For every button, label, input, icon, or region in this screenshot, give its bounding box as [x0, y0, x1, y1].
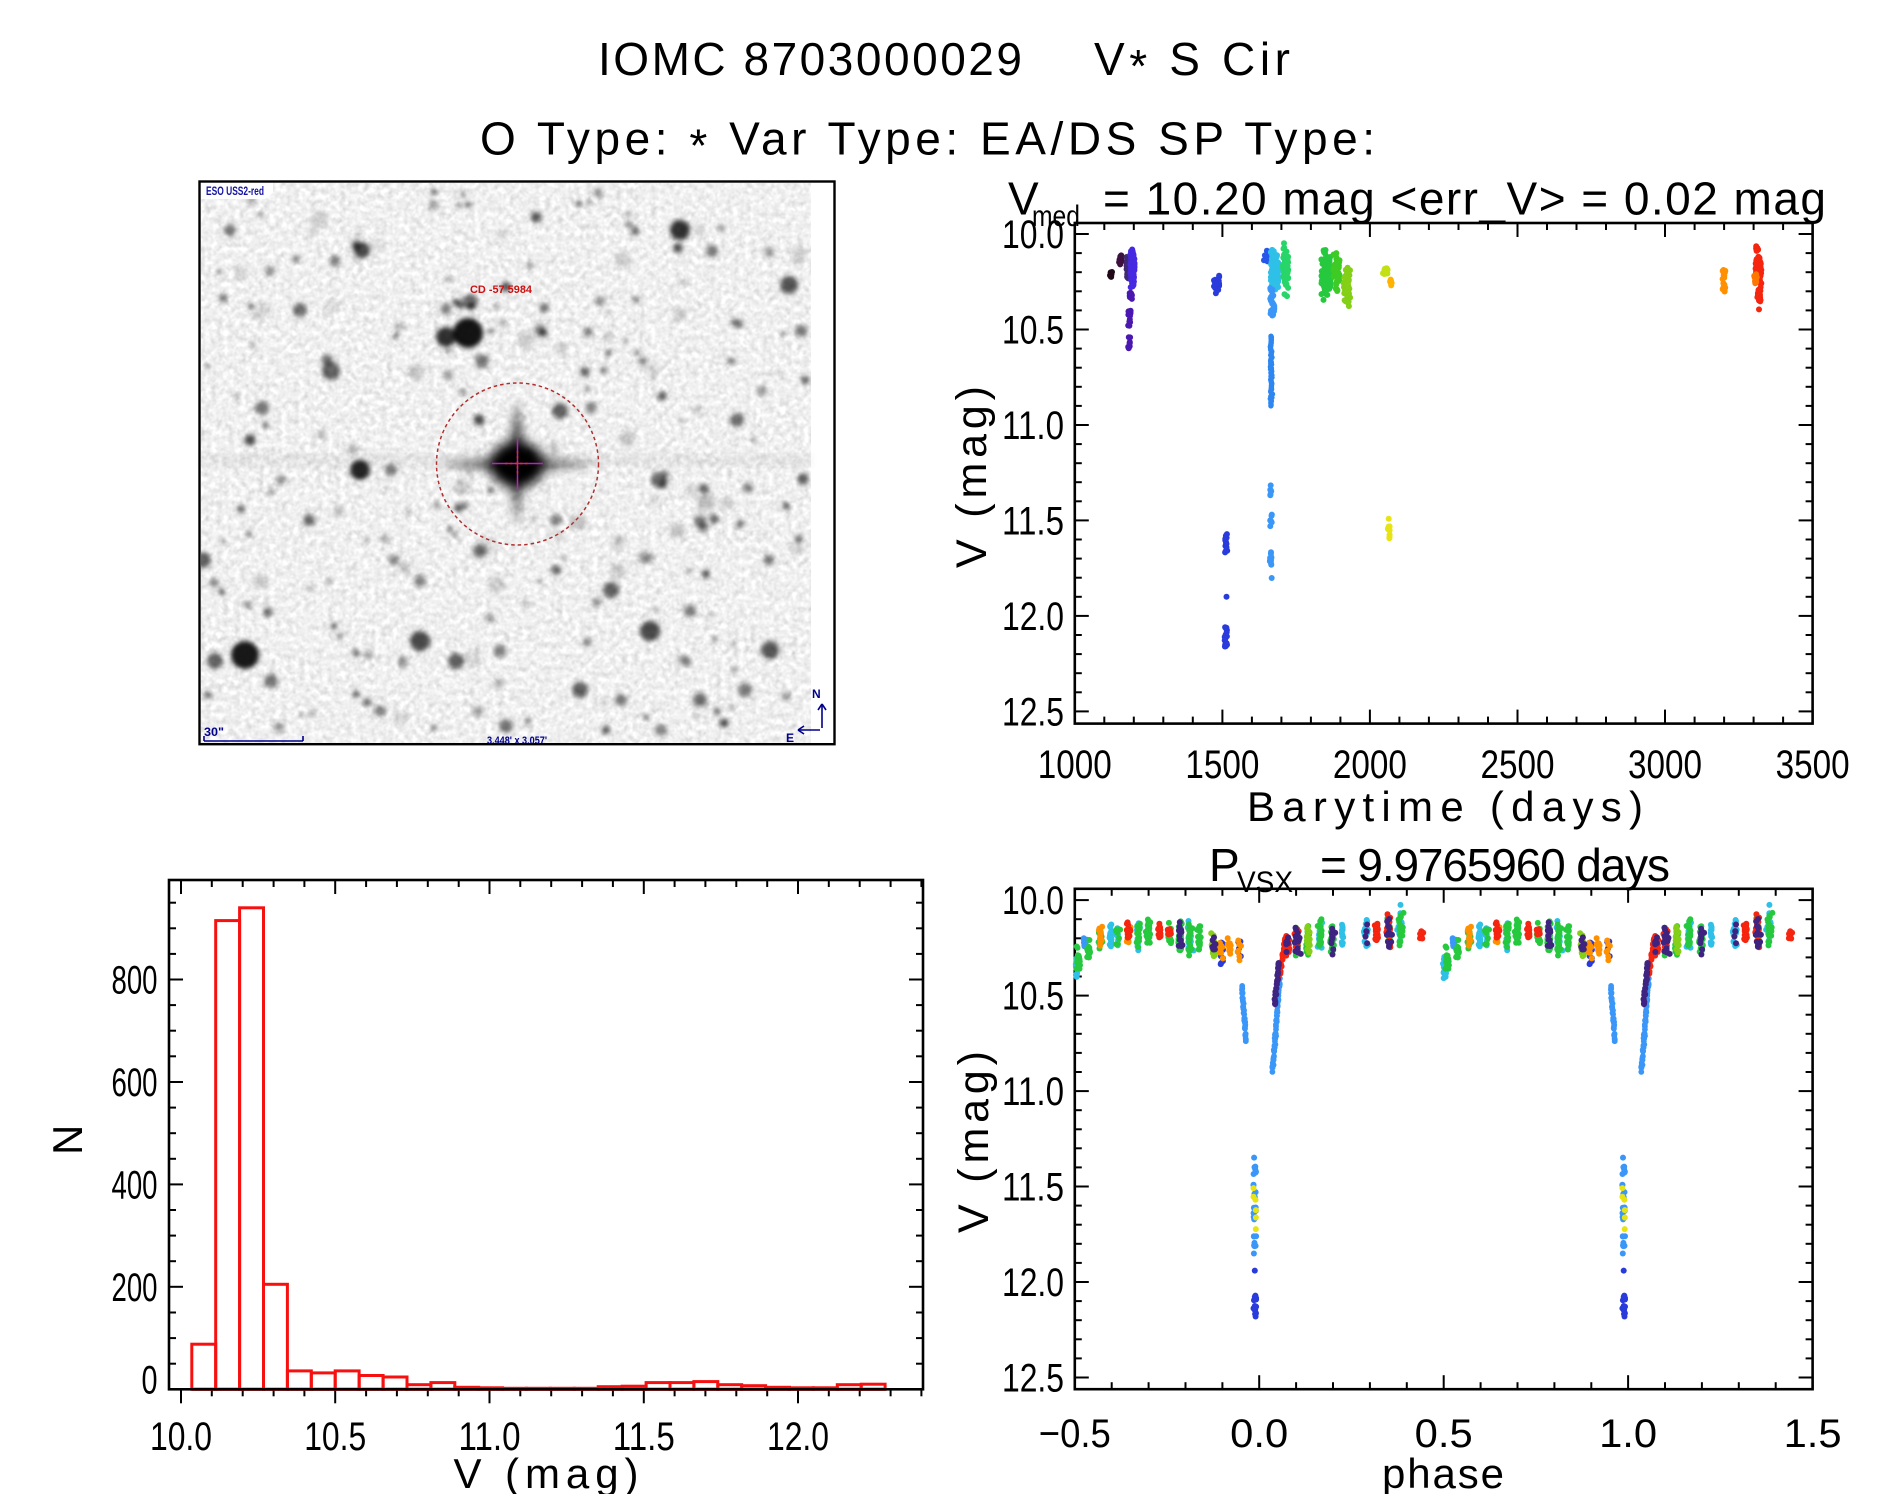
svg-text:10.5: 10.5	[304, 1415, 366, 1459]
svg-text:10.0: 10.0	[1002, 879, 1064, 923]
svg-text:E: E	[786, 731, 794, 745]
svg-text:IOMC 8703000029: IOMC 8703000029	[598, 33, 1022, 85]
svg-text:11.5: 11.5	[1002, 1166, 1064, 1210]
svg-text:= 9.9765960 days: = 9.9765960 days	[1320, 839, 1670, 891]
svg-text:12.0: 12.0	[1002, 1261, 1064, 1305]
svg-text:−0.5: −0.5	[1039, 1412, 1111, 1456]
svg-text:30": 30"	[204, 725, 224, 739]
svg-text:N: N	[812, 687, 821, 701]
svg-text:10.0: 10.0	[150, 1415, 212, 1459]
svg-text:N: N	[44, 1125, 91, 1155]
svg-text:O Type: * Var Type: EA/DS: O Type: * Var Type: EA/DS SP Type:	[480, 113, 1375, 172]
svg-text:V (mag): V (mag)	[948, 386, 996, 568]
svg-text:2000: 2000	[1333, 743, 1407, 787]
svg-text:phase: phase	[1382, 1450, 1504, 1494]
svg-text:0.5: 0.5	[1415, 1412, 1473, 1456]
svg-text:V (mag): V (mag)	[950, 1051, 998, 1233]
svg-text:1.5: 1.5	[1784, 1412, 1842, 1456]
svg-text:0.0: 0.0	[1230, 1412, 1288, 1456]
svg-text:P: P	[1209, 839, 1240, 891]
svg-text:11.5: 11.5	[613, 1415, 675, 1459]
svg-text:= 10.20 mag <err_V> = 0.02 ma: = 10.20 mag <err_V> = 0.02 mag	[1103, 173, 1826, 225]
svg-text:med: med	[1032, 200, 1080, 233]
svg-text:3000: 3000	[1628, 743, 1702, 787]
svg-text:11.0: 11.0	[1002, 1070, 1064, 1114]
svg-text:V (mag): V (mag)	[454, 1450, 639, 1494]
svg-text:2500: 2500	[1481, 743, 1555, 787]
svg-text:11.0: 11.0	[459, 1415, 521, 1459]
svg-text:ESO USS2-red: ESO USS2-red	[206, 186, 264, 198]
svg-text:11.0: 11.0	[1002, 404, 1064, 448]
svg-text:400: 400	[112, 1163, 158, 1207]
svg-text:0: 0	[142, 1358, 158, 1402]
svg-text:10.5: 10.5	[1002, 975, 1064, 1019]
svg-text:CD -57 5984: CD -57 5984	[470, 284, 533, 296]
svg-text:800: 800	[112, 959, 158, 1003]
svg-text:V: V	[1008, 173, 1039, 225]
svg-text:10.0: 10.0	[1002, 213, 1064, 257]
svg-text:1.0: 1.0	[1599, 1412, 1657, 1456]
svg-text:1500: 1500	[1185, 743, 1259, 787]
svg-text:12.5: 12.5	[1002, 1357, 1064, 1401]
svg-text:600: 600	[112, 1061, 158, 1105]
svg-text:3500: 3500	[1776, 743, 1850, 787]
svg-text:12.5: 12.5	[1002, 690, 1064, 734]
svg-text:1000: 1000	[1038, 743, 1112, 787]
svg-text:VSX: VSX	[1237, 866, 1293, 899]
svg-text:12.0: 12.0	[767, 1415, 829, 1459]
svg-text:11.5: 11.5	[1002, 499, 1064, 543]
svg-text:200: 200	[112, 1266, 158, 1310]
svg-text:12.0: 12.0	[1002, 595, 1064, 639]
svg-text:V* S Cir: V * S Cir	[1094, 33, 1290, 92]
svg-text:Barytime (days): Barytime (days)	[1247, 783, 1643, 830]
svg-text:10.5: 10.5	[1002, 309, 1064, 353]
